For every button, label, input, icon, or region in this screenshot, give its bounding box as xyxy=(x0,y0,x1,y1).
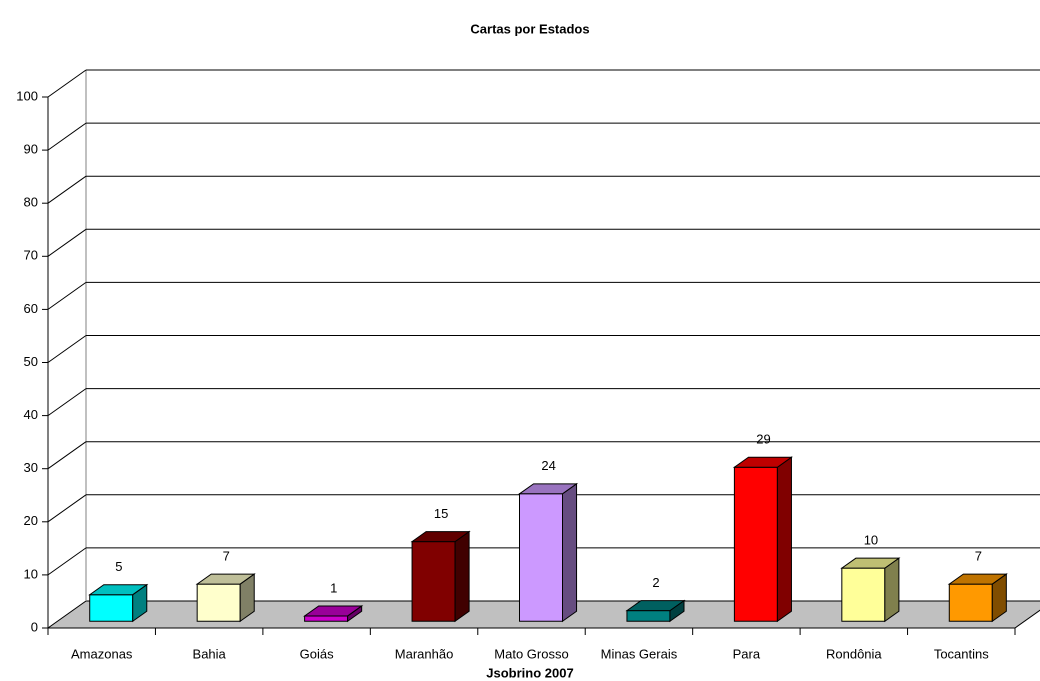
x-tick-label: Tocantins xyxy=(934,646,989,661)
bar-side xyxy=(884,557,900,623)
grid-line xyxy=(47,547,87,576)
data-label: 1 xyxy=(330,580,337,595)
grid-line xyxy=(47,494,87,523)
bar xyxy=(410,530,471,623)
bar-top xyxy=(625,600,686,612)
data-label: 7 xyxy=(975,549,982,564)
x-tick-label: Rondônia xyxy=(826,646,882,661)
bar-front xyxy=(948,583,993,622)
bar-top xyxy=(840,557,901,569)
bar xyxy=(732,456,794,623)
bar-top xyxy=(303,605,364,617)
x-tick-label: Minas Gerais xyxy=(601,646,678,661)
x-tick-label: Amazonas xyxy=(71,646,133,661)
data-label: 2 xyxy=(652,575,659,590)
x-tick-label: Goiás xyxy=(300,646,334,661)
grid-line xyxy=(47,281,87,310)
bar-front xyxy=(411,541,456,622)
grid-line xyxy=(47,228,87,257)
bar-top xyxy=(732,456,794,468)
bar xyxy=(625,599,686,623)
grid-line xyxy=(47,335,87,363)
y-tick-label: 30 xyxy=(24,460,38,475)
chart-title: Cartas por Estados xyxy=(470,21,589,36)
bar-front xyxy=(304,615,349,622)
x-axis-label: Jsobrino 2007 xyxy=(486,665,573,680)
data-label: 15 xyxy=(434,506,448,521)
bar-top xyxy=(517,483,579,495)
y-tick-label: 50 xyxy=(24,354,38,369)
bar-front xyxy=(733,466,778,622)
bar-side xyxy=(454,530,470,623)
y-tick-label: 0 xyxy=(31,619,38,634)
bar-top xyxy=(195,573,256,585)
x-tick-label: Mato Grosso xyxy=(494,646,568,661)
y-tick-label: 60 xyxy=(24,301,38,316)
bar-side xyxy=(562,482,578,623)
bar-top xyxy=(947,573,1008,585)
bar-front xyxy=(626,610,671,622)
data-label: 10 xyxy=(864,533,878,548)
y-tick-label: 20 xyxy=(24,513,38,528)
bar-top xyxy=(88,584,149,596)
x-tick-label: Bahia xyxy=(193,646,227,661)
grid-line xyxy=(47,175,87,204)
y-tick-label: 10 xyxy=(24,566,38,581)
grid-line xyxy=(47,441,87,470)
bar xyxy=(947,573,1008,623)
x-tick-label: Para xyxy=(733,646,761,661)
y-tick-label: 70 xyxy=(24,248,38,263)
bar-side xyxy=(776,456,792,623)
data-label: 29 xyxy=(756,432,770,447)
y-tick-label: 90 xyxy=(24,142,38,157)
grid-line xyxy=(47,388,87,417)
data-label: 7 xyxy=(223,549,230,564)
bar xyxy=(88,583,149,623)
bar-top xyxy=(410,531,471,543)
x-tick-label: Maranhão xyxy=(395,646,454,661)
bar xyxy=(840,557,901,623)
y-tick-label: 100 xyxy=(16,88,38,103)
bar xyxy=(517,482,579,623)
grid-line xyxy=(47,122,87,151)
grid-line xyxy=(47,69,87,98)
bar xyxy=(195,573,256,623)
bar-front xyxy=(841,567,886,622)
y-tick-label: 40 xyxy=(24,407,38,422)
y-tick-label: 80 xyxy=(24,195,38,210)
bar-front xyxy=(89,594,134,622)
data-label: 5 xyxy=(115,559,122,574)
bar-front xyxy=(519,493,563,622)
bar-front xyxy=(196,583,241,622)
data-label: 24 xyxy=(541,458,555,473)
bar xyxy=(303,604,364,623)
